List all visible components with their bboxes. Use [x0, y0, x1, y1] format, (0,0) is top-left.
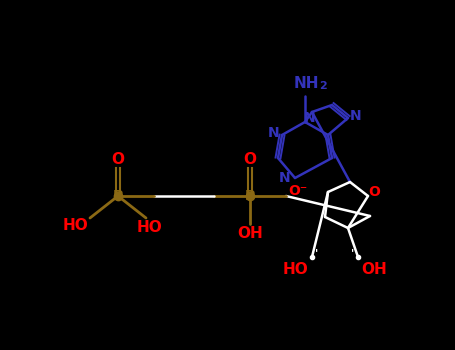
Text: OH: OH: [237, 226, 263, 242]
Text: HO: HO: [283, 261, 309, 276]
Text: N: N: [279, 171, 291, 185]
Text: NH: NH: [293, 76, 319, 91]
Text: O⁻: O⁻: [288, 184, 308, 198]
Text: OH: OH: [361, 261, 387, 276]
Text: HO: HO: [137, 220, 163, 236]
Text: ': ': [351, 248, 354, 258]
Text: 2: 2: [319, 81, 327, 91]
Text: N: N: [350, 109, 362, 123]
Text: O: O: [368, 185, 380, 199]
Text: O: O: [243, 153, 257, 168]
Text: HO: HO: [63, 218, 89, 233]
Text: P: P: [113, 189, 123, 203]
Text: P: P: [245, 189, 255, 203]
Text: N: N: [268, 126, 280, 140]
Text: O: O: [111, 153, 125, 168]
Text: ': ': [315, 248, 318, 258]
Text: N: N: [304, 111, 316, 125]
